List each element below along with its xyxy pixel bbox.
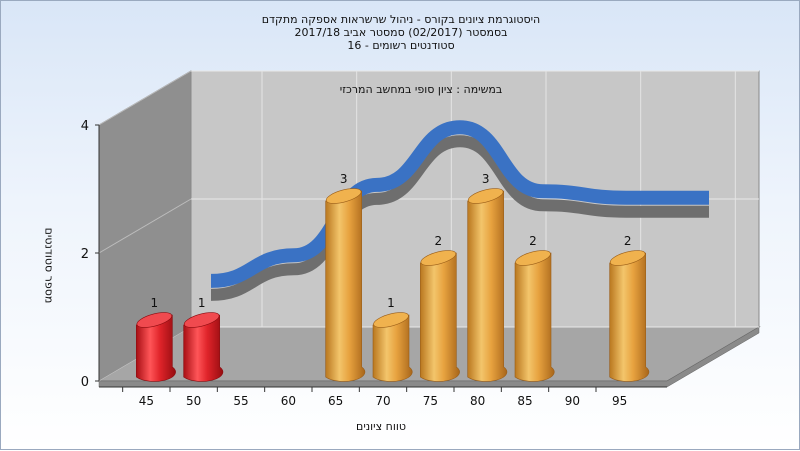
histogram-bar: 2 — [609, 234, 650, 382]
trend-ribbon — [210, 120, 709, 288]
bar-body — [609, 252, 650, 382]
bar-body — [372, 314, 413, 382]
bar-value-label: 3 — [482, 172, 490, 186]
x-tick-label: 70 — [375, 394, 390, 408]
chart-subtitle: במשימה : ציון סופי במחשב המרכזי — [340, 83, 503, 96]
chart-title-line-1: היסטוגרמת ציונים בקורס - ניהול שרשראות א… — [261, 13, 541, 26]
chart-title-line-3: סטודנטים רשומים - 16 — [347, 39, 455, 52]
x-tick-label: 95 — [612, 394, 627, 408]
bar-top — [467, 188, 504, 204]
bar-top — [325, 188, 362, 204]
bar-body — [325, 190, 366, 382]
gridline-side — [98, 198, 192, 254]
bar-body — [420, 252, 460, 382]
x-tick-label: 65 — [328, 394, 343, 408]
bar-body — [136, 314, 176, 382]
histogram-bar: 2 — [420, 234, 460, 382]
bar-top — [420, 250, 457, 266]
y-axis-title: מספר סטודנטים — [42, 227, 56, 304]
bar-value-label: 2 — [529, 234, 537, 248]
x-tick-label: 85 — [517, 394, 532, 408]
bar-top — [183, 312, 220, 328]
x-tick-label: 50 — [186, 394, 201, 408]
bar-value-label: 1 — [198, 296, 206, 310]
histogram-bar: 1 — [183, 296, 224, 382]
y-tick-label: 4 — [81, 119, 89, 134]
histogram-bar: 3 — [325, 172, 366, 382]
histogram-bar: 2 — [514, 234, 555, 382]
histogram-bar: 1 — [136, 296, 176, 382]
bar-value-label: 2 — [435, 234, 443, 248]
bar-body — [183, 314, 224, 382]
x-tick-label: 90 — [565, 394, 580, 408]
chart-title-line-2: בסמסטר (02/2017) סמסטר אביב 2017/18 — [294, 26, 508, 39]
bar-top — [373, 312, 409, 328]
x-tick-label: 60 — [281, 394, 296, 408]
gridline-side — [98, 70, 192, 126]
histogram-bar: 1 — [372, 296, 413, 382]
x-axis-title: טווח ציונים — [356, 420, 406, 433]
bar-body — [467, 190, 508, 382]
x-tick-label: 75 — [423, 394, 438, 408]
bar-value-label: 3 — [340, 172, 348, 186]
histogram-bar: 3 — [467, 172, 508, 382]
bar-top — [609, 250, 646, 266]
y-tick-label: 2 — [81, 247, 89, 262]
bar-value-label: 1 — [151, 296, 159, 310]
bar-value-label: 2 — [624, 234, 632, 248]
x-tick-label: 80 — [470, 394, 485, 408]
y-tick-label: 0 — [81, 375, 89, 390]
trend-ribbon-shadow — [210, 135, 709, 301]
x-tick-label: 55 — [233, 394, 248, 408]
bar-top — [515, 250, 551, 266]
x-tick-label: 45 — [139, 394, 154, 408]
bar-value-label: 1 — [387, 296, 395, 310]
bar-top — [136, 312, 173, 328]
bar-body — [514, 252, 555, 382]
